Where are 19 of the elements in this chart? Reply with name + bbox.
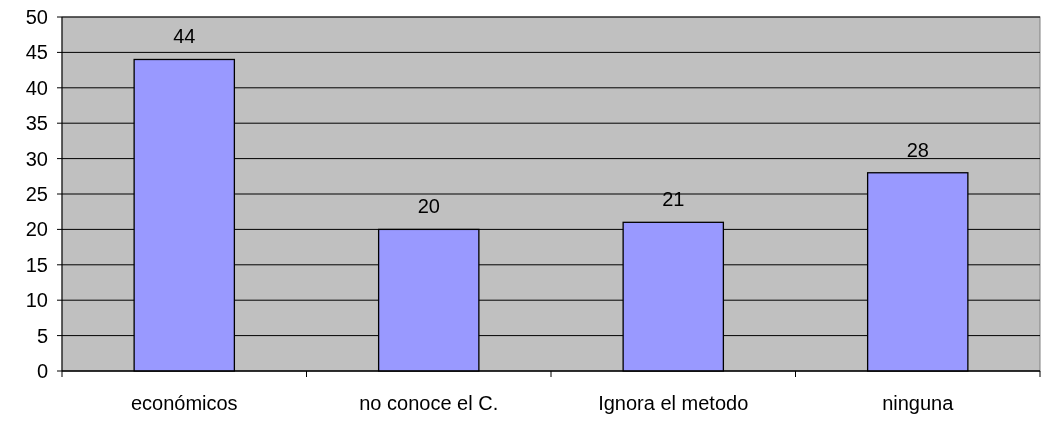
y-tick-label: 45	[25, 41, 48, 64]
y-tick-label: 15	[25, 253, 48, 276]
y-tick-label: 20	[25, 218, 48, 241]
y-tick-label: 10	[25, 289, 48, 312]
y-tick-label: 40	[25, 76, 48, 99]
y-tick-label: 0	[36, 360, 48, 382]
data-label: 44	[173, 25, 196, 48]
y-tick-label: 5	[36, 324, 48, 347]
y-tick-label: 30	[25, 147, 48, 170]
y-tick-label: 35	[25, 112, 48, 135]
x-tick-label: no conoce el C.	[359, 392, 499, 414]
y-tick-label: 25	[25, 183, 48, 205]
x-tick-label: Ignora el metodo	[598, 392, 749, 414]
x-tick-label: ninguna	[882, 392, 955, 414]
data-label: 20	[417, 195, 440, 218]
data-label: 28	[906, 138, 929, 161]
y-tick-label: 50	[25, 6, 48, 28]
x-tick-label: económicos	[130, 392, 238, 414]
data-label: 21	[662, 188, 685, 211]
